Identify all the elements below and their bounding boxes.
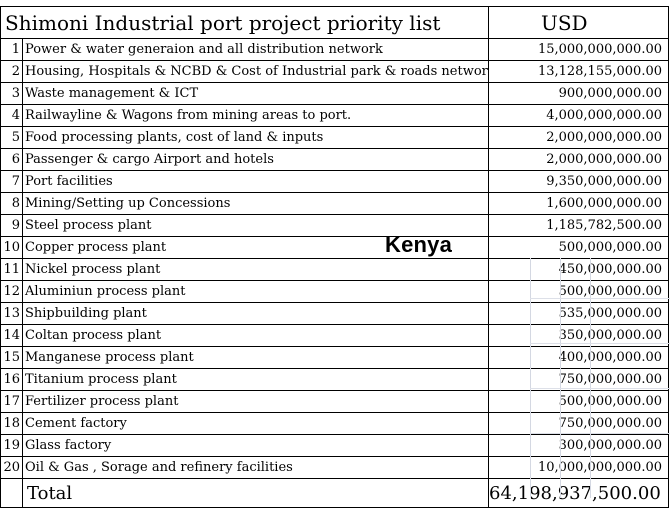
project-description[interactable]: Port facilities	[22, 170, 489, 193]
row-number[interactable]: 13	[0, 302, 23, 325]
project-description[interactable]: Aluminiun process plant	[22, 280, 489, 303]
total-label[interactable]: Total	[22, 478, 489, 508]
project-description[interactable]: Glass factory	[22, 434, 489, 457]
project-amount[interactable]: 1,600,000,000.00	[488, 192, 669, 215]
table-row: 4 Railwayline & Wagons from mining areas …	[0, 104, 669, 127]
project-description[interactable]: Housing, Hospitals & NCBD & Cost of Indu…	[22, 60, 489, 83]
total-row: Total 64,198,937,500.00	[0, 478, 669, 508]
table-row: 10 Copper process plant 500,000,000.00	[0, 236, 669, 259]
table-row: 7 Port facilities 9,350,000,000.00	[0, 170, 669, 193]
row-number[interactable]: 17	[0, 390, 23, 413]
project-description[interactable]: Titanium process plant	[22, 368, 489, 391]
project-amount[interactable]: 400,000,000.00	[488, 346, 669, 369]
total-amount[interactable]: 64,198,937,500.00	[488, 478, 669, 508]
project-amount[interactable]: 10,000,000,000.00	[488, 456, 669, 479]
project-description[interactable]: Power & water generaion and all distribu…	[22, 38, 489, 61]
project-amount[interactable]: 535,000,000.00	[488, 302, 669, 325]
table-row: 18 Cement factory 750,000,000.00	[0, 412, 669, 435]
project-description[interactable]: Oil & Gas , Sorage and refinery faciliti…	[22, 456, 489, 479]
priority-table: Shimoni Industrial port project priority…	[0, 6, 669, 508]
project-description[interactable]: Manganese process plant	[22, 346, 489, 369]
project-amount[interactable]: 900,000,000.00	[488, 82, 669, 105]
project-amount[interactable]: 4,000,000,000.00	[488, 104, 669, 127]
row-number[interactable]: 8	[0, 192, 23, 215]
project-description[interactable]: Nickel process plant	[22, 258, 489, 281]
project-amount[interactable]: 9,350,000,000.00	[488, 170, 669, 193]
project-description[interactable]: Cement factory	[22, 412, 489, 435]
header-row: Shimoni Industrial port project priority…	[0, 6, 669, 39]
row-number[interactable]: 10	[0, 236, 23, 259]
project-description[interactable]: Shipbuilding plant	[22, 302, 489, 325]
project-amount[interactable]: 750,000,000.00	[488, 368, 669, 391]
country-label: Kenya	[385, 232, 453, 257]
project-amount[interactable]: 500,000,000.00	[488, 280, 669, 303]
table-row: 14 Coltan process plant 350,000,000.00	[0, 324, 669, 347]
row-number[interactable]: 16	[0, 368, 23, 391]
table-row: 9 Steel process plant 1,185,782,500.00	[0, 214, 669, 237]
project-description[interactable]: Waste management & ICT	[22, 82, 489, 105]
row-number[interactable]: 6	[0, 148, 23, 171]
row-number[interactable]: 1	[0, 38, 23, 61]
row-number[interactable]: 15	[0, 346, 23, 369]
project-description[interactable]: Passenger & cargo Airport and hotels	[22, 148, 489, 171]
table-row: 19 Glass factory 300,000,000.00	[0, 434, 669, 457]
project-amount[interactable]: 350,000,000.00	[488, 324, 669, 347]
currency-header[interactable]: USD	[488, 6, 669, 39]
table-row: 20 Oil & Gas , Sorage and refinery facili…	[0, 456, 669, 479]
project-description[interactable]: Coltan process plant	[22, 324, 489, 347]
table-row: 13 Shipbuilding plant 535,000,000.00	[0, 302, 669, 325]
table-row: 15 Manganese process plant 400,000,000.00	[0, 346, 669, 369]
table-row: 2 Housing, Hospitals & NCBD & Cost of Ind…	[0, 60, 669, 83]
project-amount[interactable]: 2,000,000,000.00	[488, 148, 669, 171]
row-number[interactable]: 2	[0, 60, 23, 83]
table-row: 12 Aluminiun process plant 500,000,000.00	[0, 280, 669, 303]
row-number[interactable]: 9	[0, 214, 23, 237]
project-amount[interactable]: 300,000,000.00	[488, 434, 669, 457]
row-number[interactable]: 4	[0, 104, 23, 127]
table-row: 6 Passenger & cargo Airport and hotels 2,0…	[0, 148, 669, 171]
row-number[interactable]: 18	[0, 412, 23, 435]
row-number[interactable]: 20	[0, 456, 23, 479]
project-amount[interactable]: 2,000,000,000.00	[488, 126, 669, 149]
project-amount[interactable]: 1,185,782,500.00	[488, 214, 669, 237]
project-amount[interactable]: 500,000,000.00	[488, 236, 669, 259]
row-number[interactable]: 19	[0, 434, 23, 457]
project-amount[interactable]: 13,128,155,000.00	[488, 60, 669, 83]
row-number[interactable]: 12	[0, 280, 23, 303]
row-number[interactable]: 14	[0, 324, 23, 347]
project-amount[interactable]: 450,000,000.00	[488, 258, 669, 281]
table-row: 1 Power & water generaion and all distrib…	[0, 38, 669, 61]
table-title[interactable]: Shimoni Industrial port project priority…	[0, 6, 489, 39]
table-row: 5 Food processing plants, cost of land & …	[0, 126, 669, 149]
project-amount[interactable]: 500,000,000.00	[488, 390, 669, 413]
row-number[interactable]: 11	[0, 258, 23, 281]
table-row: 11 Nickel process plant 450,000,000.00	[0, 258, 669, 281]
row-number[interactable]: 3	[0, 82, 23, 105]
project-description[interactable]: Mining/Setting up Concessions	[22, 192, 489, 215]
row-number[interactable]: 7	[0, 170, 23, 193]
project-amount[interactable]: 15,000,000,000.00	[488, 38, 669, 61]
table-row: 17 Fertilizer process plant 500,000,000.00	[0, 390, 669, 413]
table-row: 8 Mining/Setting up Concessions 1,600,000,…	[0, 192, 669, 215]
total-spacer[interactable]	[0, 478, 23, 508]
table-row: 16 Titanium process plant 750,000,000.00	[0, 368, 669, 391]
table-row: 3 Waste management & ICT 900,000,000.00	[0, 82, 669, 105]
project-description[interactable]: Food processing plants, cost of land & i…	[22, 126, 489, 149]
project-description[interactable]: Railwayline & Wagons from mining areas t…	[22, 104, 489, 127]
row-number[interactable]: 5	[0, 126, 23, 149]
project-description[interactable]: Fertilizer process plant	[22, 390, 489, 413]
project-amount[interactable]: 750,000,000.00	[488, 412, 669, 435]
